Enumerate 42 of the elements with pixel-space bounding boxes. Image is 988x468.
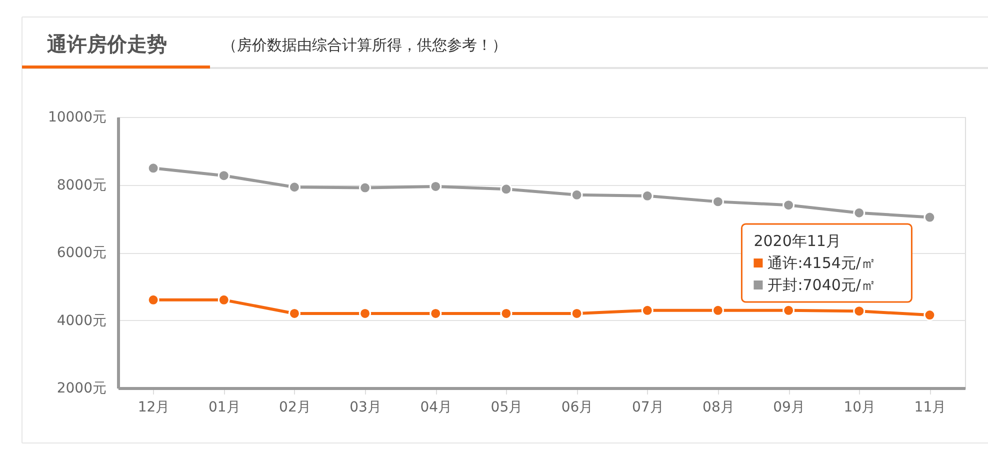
- point: [712, 304, 724, 316]
- point: [853, 206, 866, 219]
- y-tick-label: 4000元: [56, 312, 106, 329]
- point: [712, 196, 724, 208]
- point: [288, 181, 300, 194]
- annotation: :4154元/㎡: [798, 254, 876, 272]
- x-tick-label: 01月: [208, 400, 240, 416]
- legend-label: 开封: [768, 276, 798, 294]
- point: [500, 183, 512, 196]
- x-tick-label: 10月: [844, 400, 876, 416]
- point: [218, 170, 230, 182]
- point: [147, 162, 160, 174]
- point: [570, 188, 583, 201]
- point: [853, 305, 866, 318]
- x-tick-label: 11月: [914, 400, 946, 416]
- annotation: :7040元/㎡: [798, 276, 876, 294]
- point: [359, 182, 372, 194]
- legend-label: 通许: [768, 254, 798, 272]
- point: [641, 304, 654, 316]
- y-tick-label: 6000元: [56, 245, 106, 261]
- point: [782, 199, 795, 212]
- chart-title: 通许房价走势: [46, 32, 167, 56]
- x-tick-label: 12月: [138, 400, 170, 416]
- x-tick-label: 03月: [350, 400, 382, 416]
- x-tick-label: 07月: [632, 400, 664, 416]
- x-tick-label: 09月: [773, 400, 805, 416]
- x-tick-label: 08月: [702, 400, 734, 416]
- y-tick-label: 8000元: [56, 177, 106, 194]
- point: [147, 294, 160, 306]
- x-tick-label: 02月: [279, 400, 311, 416]
- chart-subtitle: （房价数据由综合计算所得，供您参考！）: [222, 36, 507, 54]
- y-tick-label: 2000元: [56, 380, 106, 396]
- point: [218, 294, 230, 306]
- point: [924, 309, 936, 322]
- x-tick-label: 04月: [420, 400, 452, 416]
- x-tick-label: 06月: [561, 400, 594, 416]
- y-tick-label: 10000元: [48, 110, 106, 126]
- annotation: 2020年11月: [754, 232, 841, 250]
- point: [641, 190, 654, 202]
- point: [924, 211, 936, 224]
- point: [782, 304, 795, 316]
- x-tick-label: 05月: [490, 400, 523, 416]
